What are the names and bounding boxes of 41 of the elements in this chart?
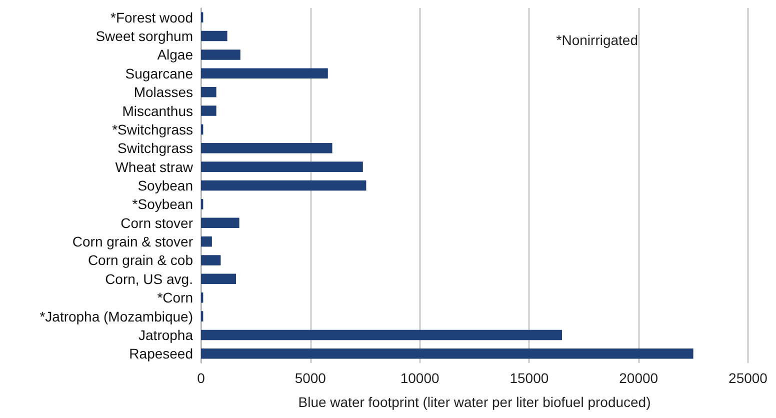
bar <box>201 106 216 116</box>
bar <box>201 218 240 228</box>
x-tick-label: 10000 <box>400 370 440 386</box>
y-tick-label: Sweet sorghum <box>96 28 193 44</box>
bar <box>201 86 216 98</box>
y-tick-label: Corn grain & cob <box>88 252 194 268</box>
y-tick-label: Corn stover <box>120 214 194 231</box>
y-tick-label: *Switchgrass <box>112 121 193 138</box>
y-tick-label: Switchgrass <box>118 140 193 156</box>
x-axis-title: Blue water footprint (liter water per liter biofuel produced) <box>298 394 651 410</box>
bar <box>201 236 212 247</box>
y-tick-label: *Soybean <box>132 196 193 212</box>
y-tick-label: Rapeseed <box>129 346 193 362</box>
y-tick-label: Soybean <box>138 178 193 194</box>
y-tick-label: Algae <box>157 46 194 63</box>
y-tick-label: *Forest wood <box>110 9 193 26</box>
x-tick-label: 20000 <box>619 370 658 386</box>
bar <box>201 50 240 60</box>
y-tick-label: Jatropha <box>138 326 194 343</box>
bar <box>201 142 332 154</box>
bar <box>201 68 328 79</box>
bar <box>201 162 363 172</box>
annotation: *Nonirrigated <box>556 32 638 48</box>
x-tick-label: 5000 <box>294 370 326 386</box>
bar <box>201 274 236 284</box>
bar <box>201 348 694 359</box>
y-tick-label: Miscanthus <box>122 102 193 119</box>
y-tick-label: *Jatropha (Mozambique) <box>40 308 193 324</box>
x-tick-label: 0 <box>197 370 206 386</box>
y-tick-label: Sugarcane <box>125 65 194 82</box>
y-tick-label: *Corn <box>157 290 193 306</box>
bar <box>201 330 562 340</box>
bar <box>201 255 221 266</box>
y-tick-label: Corn, US avg. <box>105 270 193 287</box>
bar <box>201 30 228 42</box>
bar <box>201 180 366 191</box>
y-tick-label: Molasses <box>134 84 193 100</box>
y-tick-label: Wheat straw <box>115 158 194 175</box>
x-tick-label: 15000 <box>510 370 549 386</box>
y-tick-label: Corn grain & stover <box>72 234 194 250</box>
x-tick-label: 25000 <box>728 370 768 386</box>
